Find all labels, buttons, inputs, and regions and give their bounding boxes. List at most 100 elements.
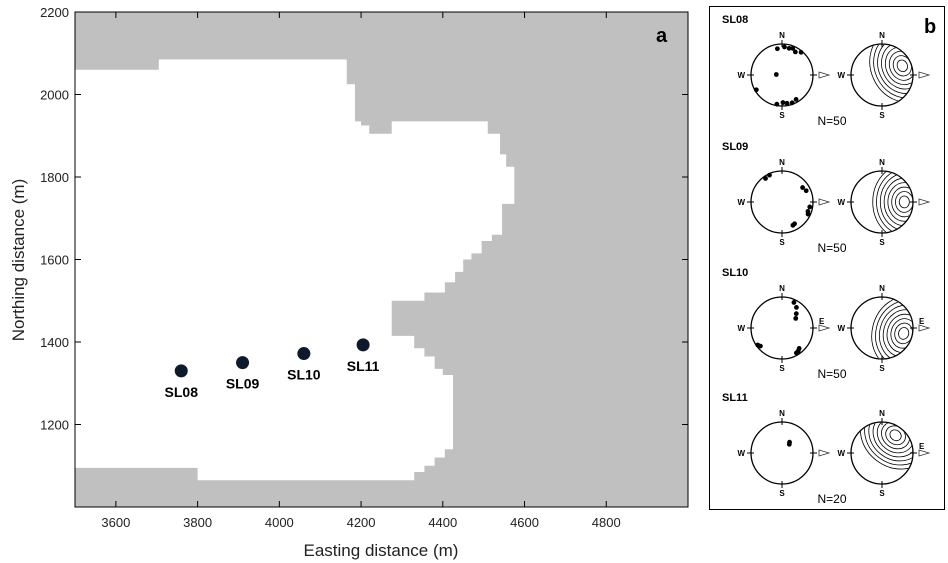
well-name: SL10 — [722, 267, 748, 279]
density-contour — [876, 171, 913, 233]
stereonet-circle — [850, 43, 914, 107]
pole-point — [773, 72, 779, 77]
density-contour — [891, 186, 913, 218]
direction-arrow-icon — [918, 449, 931, 457]
stereonet-circle — [750, 43, 814, 107]
pole-point — [755, 342, 761, 348]
west-label: W — [837, 71, 845, 80]
sample-count: N=20 — [817, 492, 846, 506]
pole-point — [798, 49, 804, 55]
direction-arrow-icon — [918, 71, 931, 79]
density-contour — [898, 195, 910, 209]
north-label: N — [879, 284, 885, 293]
pole-point — [774, 101, 780, 107]
south-label: S — [879, 489, 885, 498]
model-region — [75, 59, 515, 481]
north-label: N — [879, 31, 885, 40]
pole-point — [774, 46, 780, 52]
well-label: SL09 — [226, 376, 260, 392]
stereonet-row-sl11: SL11 N S W N S W E N=20 — [722, 392, 931, 506]
well-label: SL10 — [287, 367, 321, 383]
north-label: N — [879, 409, 885, 418]
pole-point — [800, 185, 805, 190]
pole-point — [793, 350, 799, 356]
panel-label-b: b — [924, 16, 936, 38]
sample-count: N=50 — [817, 241, 846, 255]
west-label: W — [737, 449, 745, 458]
direction-arrow-icon — [818, 449, 831, 457]
x-axis-label: Easting distance (m) — [304, 541, 459, 560]
density-contour — [869, 44, 913, 103]
pole-point — [786, 45, 792, 51]
pole-point — [793, 97, 799, 102]
x-tick-label: 3800 — [183, 515, 212, 530]
pole-point — [807, 204, 813, 210]
density-contour — [896, 59, 908, 73]
density-contour — [898, 327, 910, 340]
direction-arrow-icon — [818, 198, 831, 206]
y-tick-label: 2200 — [40, 5, 69, 20]
stereonet-circle — [750, 296, 814, 360]
density-contour — [871, 297, 913, 359]
direction-arrow-icon — [918, 324, 931, 332]
well-marker — [297, 347, 311, 361]
x-tick-label: 4200 — [347, 515, 376, 530]
stereonet-circle — [850, 296, 914, 360]
panel-label-a: a — [656, 25, 668, 47]
pole-point — [790, 45, 796, 51]
pole-point — [763, 176, 768, 181]
x-tick-label: 4800 — [592, 515, 621, 530]
pole-point — [789, 100, 795, 106]
pole-point — [794, 305, 799, 310]
east-label: E — [819, 317, 825, 326]
east-label: E — [919, 317, 925, 326]
x-axis: 3600 3800 4000 4200 4400 4600 4800 — [101, 12, 621, 530]
north-label: N — [779, 409, 785, 418]
density-contour — [895, 191, 913, 213]
y-axis-label: Northing distance (m) — [9, 179, 28, 342]
south-label: S — [879, 364, 885, 373]
south-label: S — [879, 238, 885, 247]
west-label: W — [837, 324, 845, 333]
x-tick-label: 4600 — [510, 515, 539, 530]
density-contour — [890, 318, 913, 349]
density-contour — [889, 429, 902, 442]
pole-point — [780, 100, 786, 105]
x-tick-label: 4000 — [265, 515, 294, 530]
y-tick-label: 2000 — [40, 88, 69, 103]
stereonet-circle — [750, 421, 814, 485]
density-contour — [888, 50, 913, 81]
stereonet-row-sl08: SL08 N S W N S W N=50 — [722, 14, 931, 128]
density-contour — [887, 182, 913, 222]
north-label: N — [779, 284, 785, 293]
well-label: SL11 — [347, 358, 380, 374]
north-label: N — [879, 158, 885, 167]
density-contour — [877, 44, 913, 94]
north-label: N — [779, 158, 785, 167]
sample-count: N=50 — [817, 367, 846, 381]
y-tick-label: 1400 — [40, 335, 69, 350]
pole-point — [803, 188, 809, 194]
pole-point — [790, 222, 796, 228]
south-label: S — [879, 111, 885, 120]
south-label: S — [779, 238, 785, 247]
density-contour — [859, 422, 913, 470]
sample-count: N=50 — [817, 114, 846, 128]
pole-point — [786, 441, 792, 447]
stereonet-panel: b SL08 N S W N S W N=50 SL09 N S W N S W N=50 SL10 N S W E N S… — [709, 6, 945, 510]
south-label: S — [779, 111, 785, 120]
density-contour — [864, 422, 913, 466]
pole-point — [793, 315, 799, 321]
pole-point — [791, 300, 797, 305]
south-label: S — [779, 364, 785, 373]
well-marker — [174, 364, 188, 378]
density-contour — [884, 46, 913, 86]
pole-point — [753, 87, 759, 93]
y-tick-label: 1800 — [40, 170, 69, 185]
west-label: W — [737, 71, 745, 80]
south-label: S — [779, 489, 785, 498]
direction-arrow-icon — [818, 71, 831, 79]
density-contour — [873, 44, 913, 99]
west-label: W — [737, 324, 745, 333]
plot-area: SL08 SL09 SL10 SL11 — [75, 12, 688, 507]
